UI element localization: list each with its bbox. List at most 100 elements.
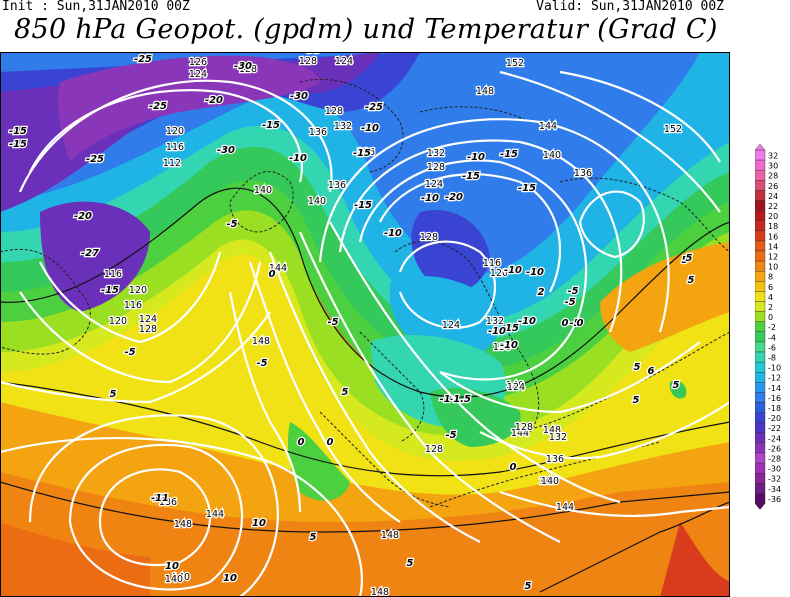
legend-swatch <box>755 341 766 353</box>
temperature-label: -30 <box>234 61 252 72</box>
temperature-label: -10 <box>504 265 522 276</box>
temperature-label: -5 <box>124 347 135 358</box>
temperature-label: 5 <box>525 581 532 592</box>
legend-label: 2 <box>768 303 773 312</box>
legend-swatch <box>755 149 766 161</box>
temperature-label: -5 <box>564 297 575 308</box>
geopotential-isolines <box>0 70 730 597</box>
geopotential-label: 144 <box>206 509 224 520</box>
color-legend: 32302826242220181614121086420-2-4-6-8-10… <box>755 144 781 510</box>
legend-label: 0 <box>768 313 773 322</box>
legend-swatch <box>755 281 766 292</box>
legend-swatch <box>755 361 766 373</box>
geopotential-label: 140 <box>308 196 326 207</box>
legend-label: -10 <box>768 364 781 373</box>
legend-swatch <box>755 412 766 423</box>
legend-label: -26 <box>768 444 781 453</box>
legend-swatch <box>755 250 766 262</box>
legend-label: 12 <box>768 253 778 262</box>
temperature-label: -10 <box>467 152 485 163</box>
temperature-label: -25 <box>365 102 383 113</box>
legend-swatch <box>755 442 766 454</box>
temperature-label: 11 <box>153 493 167 504</box>
temperature-label: 5 <box>110 389 117 400</box>
legend-label: -30 <box>768 465 781 474</box>
init-time-label: Init : Sun,31JAN2010 00Z <box>2 0 190 14</box>
geopotential-label: 132 <box>486 316 504 327</box>
temperature-label: -15 <box>501 323 519 334</box>
temperature-label: -15 <box>462 171 480 182</box>
geopotential-label: 128 <box>515 422 533 433</box>
legend-label: -18 <box>768 404 781 413</box>
legend-bottom-cap <box>755 503 766 510</box>
temperature-label: 0 <box>327 437 334 448</box>
temperature-isolines <box>0 187 730 593</box>
temp-field-warm-east <box>600 242 730 352</box>
geopotential-label: 136 <box>574 168 592 179</box>
geopotential-label: 136 <box>159 497 177 508</box>
temperature-label: -5 <box>569 318 580 329</box>
temperature-label: 0 <box>577 318 584 329</box>
geopotential-label: 140 <box>506 380 524 391</box>
temperature-label: -10 <box>518 316 536 327</box>
geopotential-label: 120 <box>109 316 127 327</box>
temperature-labels: -25-35-25-20-15-15-25-20-27-15-5-505-30-… <box>8 52 696 593</box>
geopotential-label: 144 <box>556 502 574 513</box>
legend-label: -36 <box>768 495 781 504</box>
temp-field-m4 <box>0 128 730 371</box>
temperature-label: 5 <box>633 395 640 406</box>
legend-label: 32 <box>768 152 778 161</box>
temperature-label: -35 <box>303 52 321 56</box>
legend-label: -24 <box>768 434 781 443</box>
temperature-label: 5 <box>310 532 317 543</box>
temperature-label: 5 <box>342 387 349 398</box>
legend-label: -8 <box>768 354 776 363</box>
legend-label: -12 <box>768 374 781 383</box>
temperature-label: -10 <box>421 193 439 204</box>
legend-labels: 32302826242220181614121086420-2-4-6-8-10… <box>768 152 781 504</box>
geopotential-label: 148 <box>252 336 270 347</box>
temperature-label: 5 <box>634 362 641 373</box>
geopotential-label: 124 <box>189 69 207 80</box>
coastlines <box>0 78 730 508</box>
geopotential-label: 148 <box>371 587 389 597</box>
legend-swatch <box>755 159 766 171</box>
geopotential-label: 152 <box>506 58 524 69</box>
temperature-label: -1 <box>439 394 450 405</box>
legend-label: 20 <box>768 212 778 221</box>
geopotential-label: 144 <box>269 263 287 274</box>
legend-swatch <box>755 321 766 332</box>
temperature-label: -1.5 <box>449 394 471 405</box>
temperature-label: -15 <box>518 183 536 194</box>
legend-swatch <box>755 230 766 242</box>
geopotential-label: 128 <box>427 162 445 173</box>
temperature-label: -11 <box>151 493 169 504</box>
legend-label: -32 <box>768 475 781 484</box>
temperature-label: -27 <box>81 248 99 259</box>
legend-label: 8 <box>768 273 773 282</box>
temperature-label: 0 <box>298 437 305 448</box>
temperature-label: 5 <box>407 558 414 569</box>
geopotential-label: 116 <box>104 269 122 280</box>
temperature-label: 10 <box>223 573 237 584</box>
geopotential-label: 128 <box>239 64 257 75</box>
temperature-label: 10 <box>165 561 179 572</box>
temp-field-m24-w <box>40 201 150 312</box>
geopotential-label: 144 <box>539 121 557 132</box>
temperature-label: -5 <box>327 317 338 328</box>
geopotential-label: 132 <box>549 432 567 443</box>
temperature-label: -15 <box>9 126 27 137</box>
geopotential-label: 116 <box>124 300 142 311</box>
legend-top-cap <box>755 144 766 151</box>
temperature-label: -25 <box>86 154 104 165</box>
geopotential-label: 124 <box>139 314 157 325</box>
legend-swatch <box>755 200 766 211</box>
legend-label: 10 <box>768 263 778 272</box>
legend-swatch <box>755 462 766 474</box>
geopotential-label: 136 <box>493 342 511 353</box>
geopotential-label: 136 <box>328 180 346 191</box>
legend-label: 30 <box>768 162 778 171</box>
legend-label: -20 <box>768 414 781 423</box>
